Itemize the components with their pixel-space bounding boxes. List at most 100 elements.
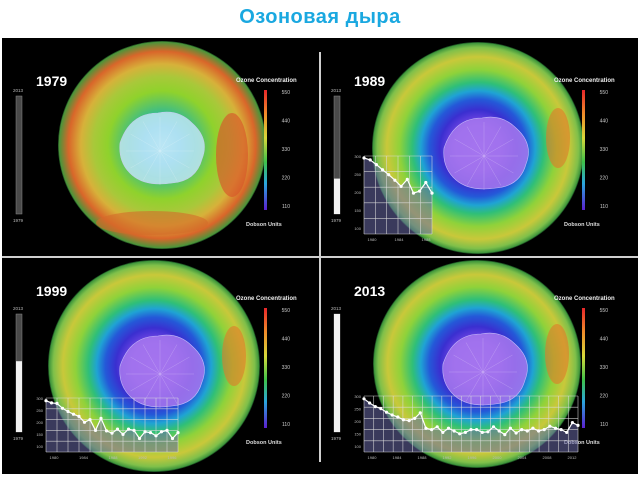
graph-point [424, 180, 428, 185]
graph-point [452, 429, 456, 433]
legend-heading: Ozone Concentration [236, 296, 297, 302]
graph-point [463, 430, 467, 434]
meridian-line [130, 373, 161, 392]
graph-x-tick: 1992 [443, 455, 453, 460]
legend-tick: 330 [282, 147, 291, 153]
graph-point [115, 427, 120, 431]
legend-heading: Ozone Concentration [236, 78, 297, 84]
high-ozone-patch [222, 326, 246, 386]
high-ozone-patch [96, 211, 208, 235]
graph-point [374, 163, 378, 167]
timeline-fill [334, 178, 340, 214]
ozone-graph: 300 250 200 150 100 1980 1984 1988 1992 1996 2000 2… [354, 394, 580, 460]
globe-edge [47, 259, 261, 473]
legend-heading: Ozone Concentration [554, 78, 615, 84]
graph-point [491, 425, 496, 429]
globe-edge [372, 259, 582, 469]
timeline: 2013 1979 [13, 306, 24, 441]
graph-point [480, 430, 484, 434]
graph-point [362, 397, 366, 401]
meridian-line [159, 373, 190, 392]
meridian-line [159, 150, 190, 169]
meridian-line [159, 356, 190, 375]
graph-point [379, 407, 383, 411]
legend-tick: 110 [600, 422, 608, 428]
graph-point [393, 178, 397, 182]
ozone-comparison-board: 1979 2013 1979 Ozone Concentration 550 440 330… [2, 38, 638, 474]
year-label: 1999 [36, 283, 67, 299]
meridian-line [466, 155, 485, 186]
ozone-globe [372, 259, 582, 469]
meridian-line [159, 373, 178, 404]
graph-point [399, 184, 403, 188]
legend-tick: 220 [282, 176, 291, 182]
legend-units: Dobson Units [246, 440, 282, 446]
graph-point [170, 436, 175, 441]
legend-tick: 440 [282, 119, 291, 125]
graph-x-tick: 1980 [368, 237, 378, 242]
timeline-bottom-label: 1979 [331, 218, 342, 223]
graph-point [430, 428, 434, 432]
meridian-line [466, 126, 485, 157]
timeline-top-label: 2013 [331, 88, 342, 93]
graph-point [137, 436, 142, 441]
meridian-line [142, 121, 161, 152]
meridian-line [159, 133, 190, 152]
graph-x-tick: 1984 [79, 455, 89, 460]
ozone-legend: Ozone Concentration 550 440 330 220 110 Dobson… [236, 296, 297, 446]
graph-point [430, 191, 434, 195]
meridian-line [130, 356, 161, 375]
meridian-line [142, 373, 161, 404]
legend-tick: 110 [282, 422, 290, 428]
graph-point [508, 426, 512, 430]
legend-color-bar [582, 308, 585, 428]
graph-point [104, 429, 109, 433]
meridian-line [159, 150, 178, 181]
graph-point [66, 409, 70, 414]
timeline-fill [334, 314, 340, 432]
graph-point [49, 401, 54, 405]
graph-x-tick: 1996 [168, 455, 178, 460]
graph-x-tick: 2000 [493, 455, 503, 460]
ozone-graph: 300 250 200 150 100 1980 1984 1988 [354, 154, 434, 242]
timeline-bottom-label: 1979 [13, 218, 24, 223]
meridian-line [454, 138, 485, 157]
graph-point [55, 401, 59, 405]
ozone-legend: Ozone Concentration 550 440 330 220 110 Dobson… [554, 296, 615, 446]
legend-tick: 330 [600, 147, 609, 153]
graph-point [362, 156, 366, 160]
antarctica [119, 334, 205, 408]
graph-x-tick: 1996 [468, 455, 478, 460]
legend-tick: 550 [282, 308, 291, 314]
graph-x-tick: 1988 [418, 455, 428, 460]
panel-1979: 1979 2013 1979 Ozone Concentration 550 440 330… [2, 38, 320, 256]
graph-x-tick: 1984 [395, 237, 405, 242]
graph-point [514, 431, 518, 435]
graph-x-tick: 1980 [368, 455, 378, 460]
ozone-legend: Ozone Concentration 550 440 330 220 110 Dobson… [554, 78, 615, 228]
graph-point [537, 429, 541, 433]
antarctica [442, 332, 528, 406]
timeline-top-label: 2013 [13, 306, 24, 311]
legend-tick: 550 [600, 308, 609, 314]
graph-x-tick: 1988 [109, 455, 119, 460]
meridian-line [482, 354, 513, 373]
graph-y-tick: 150 [354, 432, 361, 437]
graph-point [542, 428, 546, 432]
graph-y-tick: 250 [354, 172, 361, 177]
legend-tick: 550 [282, 90, 291, 96]
graph-point [132, 428, 136, 432]
graph-area [364, 398, 578, 452]
graph-point [82, 420, 87, 424]
graph-point [60, 406, 65, 410]
graph-y-tick: 200 [36, 420, 43, 425]
ozone-legend: Ozone Concentration 550 440 330 220 110 Dobson… [236, 78, 297, 228]
meridian-line [130, 150, 161, 169]
legend-units: Dobson Units [564, 440, 600, 446]
graph-y-tick: 300 [354, 394, 361, 399]
graph-point [143, 430, 147, 434]
timeline: 2013 1979 [331, 306, 342, 441]
legend-tick: 110 [600, 204, 608, 210]
meridian-line [465, 342, 484, 373]
graph-point [390, 413, 394, 417]
